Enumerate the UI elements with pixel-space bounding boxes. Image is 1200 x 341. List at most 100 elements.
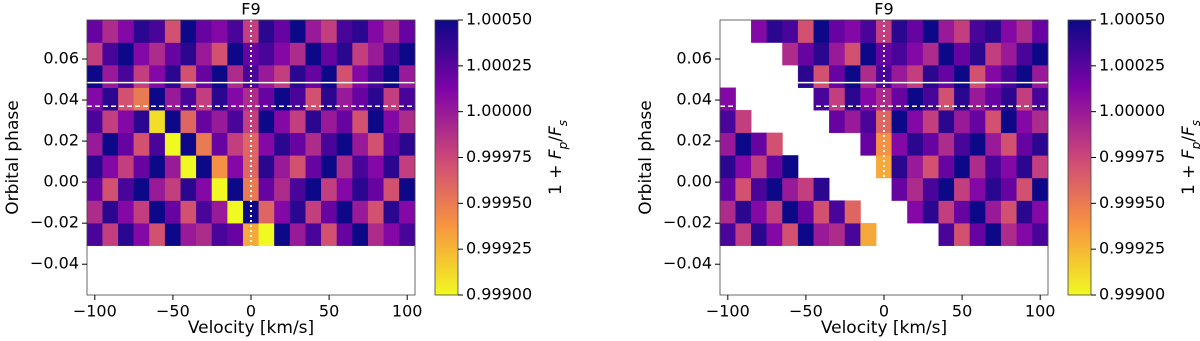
heatmap-cell: [383, 42, 400, 66]
heatmap-cell: [196, 200, 213, 224]
heatmap-cell: [133, 155, 150, 179]
heatmap-cell: [891, 19, 908, 43]
y-tick-label: 0.04: [43, 90, 79, 109]
heatmap-cell: [211, 200, 228, 224]
heatmap-cell: [321, 177, 338, 201]
heatmap-cell: [274, 177, 291, 201]
x-tick-label: −50: [789, 302, 823, 321]
heatmap-cell: [766, 177, 783, 201]
heatmap-cell: [782, 42, 799, 66]
colorbar-label-part: s: [556, 120, 570, 126]
heatmap-cell: [1016, 177, 1033, 201]
colorbar-tick-label: 0.99975: [1099, 147, 1165, 166]
heatmap-cell: [305, 19, 322, 43]
y-tick-label: 0.02: [43, 131, 79, 150]
heatmap-cell: [1016, 132, 1033, 156]
heatmap-cell: [149, 42, 166, 66]
colorbar-label-part: /: [546, 136, 566, 142]
heatmap-cell: [102, 19, 119, 43]
heatmap-cell: [1000, 19, 1017, 43]
x-axis-label: Velocity [km/s]: [188, 318, 314, 338]
heatmap-cell: [336, 19, 353, 43]
heatmap-cell: [797, 42, 814, 66]
heatmap-cell: [196, 132, 213, 156]
heatmap-cell: [844, 200, 861, 224]
heatmap-cell: [813, 200, 830, 224]
heatmap-cell: [367, 42, 384, 66]
heatmap-cell: [180, 155, 197, 179]
heatmap-cell: [227, 177, 244, 201]
heatmap-cell: [118, 155, 135, 179]
heatmap-cell: [782, 155, 799, 179]
heatmap-cell: [274, 19, 291, 43]
heatmap-cell: [321, 42, 338, 66]
heatmap-cell: [164, 19, 181, 43]
heatmap-cell: [211, 177, 228, 201]
colorbar-label-part: 1 +: [1179, 159, 1199, 195]
heatmap-cell: [399, 222, 416, 246]
heatmap-cell: [336, 177, 353, 201]
heatmap-cell: [922, 42, 939, 66]
y-tick-label: 0.06: [43, 48, 79, 67]
heatmap-cell: [258, 19, 275, 43]
colorbar-label-part: p: [556, 141, 570, 150]
heatmap-cell: [321, 200, 338, 224]
heatmap-cell: [751, 200, 768, 224]
heatmap-cell: [829, 200, 846, 224]
heatmap-cell: [86, 177, 103, 201]
heatmap-cell: [336, 132, 353, 156]
heatmap-cell: [954, 155, 971, 179]
heatmap-cell: [305, 110, 322, 134]
heatmap-cell: [86, 110, 103, 134]
colorbar-tick-label: 0.99900: [1099, 285, 1165, 304]
heatmap-cell: [782, 177, 799, 201]
heatmap-cell: [321, 64, 338, 88]
heatmap-cell: [164, 222, 181, 246]
heatmap-cell: [844, 19, 861, 43]
heatmap-cell: [922, 19, 939, 43]
heatmap-cell: [985, 64, 1002, 88]
heatmap-cell: [1032, 64, 1049, 88]
heatmap-cell: [321, 222, 338, 246]
heatmap-cell: [735, 155, 752, 179]
y-tick-label: −0.02: [663, 213, 712, 232]
heatmap-cell: [86, 222, 103, 246]
heatmap-cell: [751, 132, 768, 156]
colorbar-label-part: F: [546, 126, 566, 136]
heatmap-cell: [289, 177, 306, 201]
heatmap-cell: [922, 110, 939, 134]
heatmap-cell: [352, 19, 369, 43]
heatmap-cell: [305, 177, 322, 201]
heatmap-cell: [133, 64, 150, 88]
x-tick-label: 100: [392, 302, 423, 321]
chart-title: F9: [241, 0, 260, 19]
heatmap-cell: [954, 42, 971, 66]
heatmap-cell: [196, 222, 213, 246]
heatmap-cell: [383, 200, 400, 224]
colorbar-label-part: F: [1179, 149, 1199, 159]
heatmap-cell: [352, 155, 369, 179]
heatmap-cell: [274, 222, 291, 246]
heatmap-cell: [907, 200, 924, 224]
heatmap-cell: [367, 177, 384, 201]
heatmap-cell: [938, 155, 955, 179]
heatmap-cell: [289, 110, 306, 134]
heatmap-cell: [274, 155, 291, 179]
heatmap-cell: [258, 222, 275, 246]
heatmap-cell: [289, 132, 306, 156]
heatmap-cell: [86, 155, 103, 179]
heatmap-cell: [86, 64, 103, 88]
colorbar: [1067, 19, 1092, 296]
heatmap-cell: [954, 19, 971, 43]
heatmap-cell: [336, 222, 353, 246]
heatmap-cell: [211, 19, 228, 43]
colorbar-tick-label: 0.99925: [1099, 239, 1165, 258]
heatmap-cell: [938, 132, 955, 156]
heatmap-cell: [813, 177, 830, 201]
y-tick-label: 0.06: [676, 48, 712, 67]
heatmap-cell: [118, 177, 135, 201]
heatmap-cell: [149, 222, 166, 246]
heatmap-cell: [891, 155, 908, 179]
heatmap-cell: [164, 64, 181, 88]
heatmap-cell: [305, 200, 322, 224]
